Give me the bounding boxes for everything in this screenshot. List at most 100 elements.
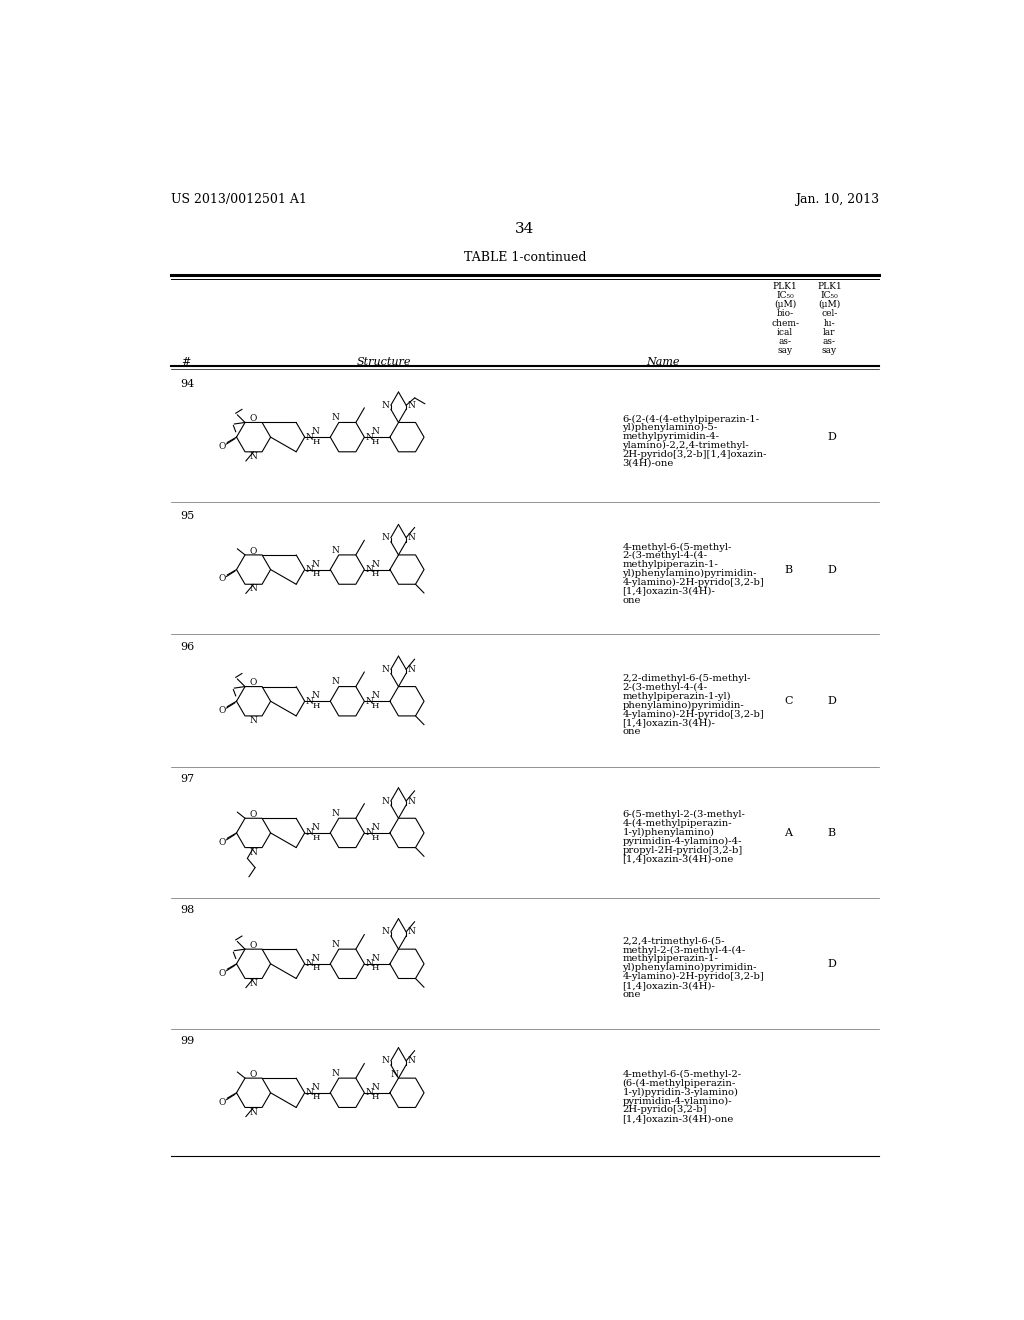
Text: yl)phenylamino)pyrimidin-: yl)phenylamino)pyrimidin- bbox=[623, 964, 757, 973]
Text: PLK1: PLK1 bbox=[817, 281, 842, 290]
Text: N: N bbox=[312, 824, 319, 832]
Text: [1,4]oxazin-3(4H)-: [1,4]oxazin-3(4H)- bbox=[623, 586, 716, 595]
Text: IC₅₀: IC₅₀ bbox=[820, 290, 839, 300]
Text: O: O bbox=[250, 678, 257, 688]
Text: US 2013/0012501 A1: US 2013/0012501 A1 bbox=[171, 193, 306, 206]
Text: as-: as- bbox=[778, 337, 792, 346]
Text: D: D bbox=[827, 696, 837, 706]
Text: say: say bbox=[822, 346, 837, 355]
Text: 2H-pyrido[3,2-b][1,4]oxazin-: 2H-pyrido[3,2-b][1,4]oxazin- bbox=[623, 450, 767, 459]
Text: N: N bbox=[408, 533, 416, 543]
Text: H: H bbox=[312, 833, 319, 842]
Text: N: N bbox=[372, 1082, 380, 1092]
Text: 99: 99 bbox=[180, 1036, 195, 1047]
Text: 4-methyl-6-(5-methyl-: 4-methyl-6-(5-methyl- bbox=[623, 543, 732, 552]
Text: ical: ical bbox=[777, 327, 794, 337]
Text: 4-ylamino)-2H-pyrido[3,2-b]: 4-ylamino)-2H-pyrido[3,2-b] bbox=[623, 578, 764, 587]
Text: Jan. 10, 2013: Jan. 10, 2013 bbox=[795, 193, 879, 206]
Text: 2H-pyrido[3,2-b]: 2H-pyrido[3,2-b] bbox=[623, 1106, 707, 1114]
Text: H: H bbox=[312, 702, 319, 710]
Text: 96: 96 bbox=[180, 642, 195, 652]
Text: O: O bbox=[250, 941, 257, 950]
Text: ylamino)-2,2,4-trimethyl-: ylamino)-2,2,4-trimethyl- bbox=[623, 441, 750, 450]
Text: 3(4H)-one: 3(4H)-one bbox=[623, 459, 674, 467]
Text: C: C bbox=[784, 696, 793, 706]
Text: yl)phenylamino)pyrimidin-: yl)phenylamino)pyrimidin- bbox=[623, 569, 757, 578]
Text: pyrimidin-4-ylamino)-4-: pyrimidin-4-ylamino)-4- bbox=[623, 837, 742, 846]
Text: 97: 97 bbox=[180, 775, 195, 784]
Text: 6-(5-methyl-2-(3-methyl-: 6-(5-methyl-2-(3-methyl- bbox=[623, 810, 745, 820]
Text: 4-(4-methylpiperazin-: 4-(4-methylpiperazin- bbox=[623, 818, 732, 828]
Text: O: O bbox=[218, 838, 225, 846]
Text: O: O bbox=[218, 706, 225, 715]
Text: N: N bbox=[372, 560, 380, 569]
Text: phenylamino)pyrimidin-: phenylamino)pyrimidin- bbox=[623, 701, 744, 710]
Text: lar: lar bbox=[823, 327, 836, 337]
Text: N: N bbox=[366, 433, 373, 442]
Text: H: H bbox=[312, 965, 319, 973]
Text: chem-: chem- bbox=[771, 318, 799, 327]
Text: N: N bbox=[305, 1088, 313, 1097]
Text: H: H bbox=[372, 1093, 379, 1101]
Text: 2,2-dimethyl-6-(5-methyl-: 2,2-dimethyl-6-(5-methyl- bbox=[623, 675, 751, 684]
Text: N: N bbox=[305, 433, 313, 442]
Text: H: H bbox=[372, 570, 379, 578]
Text: lu-: lu- bbox=[823, 318, 836, 327]
Text: D: D bbox=[827, 958, 837, 969]
Text: 34: 34 bbox=[515, 222, 535, 235]
Text: H: H bbox=[372, 965, 379, 973]
Text: H: H bbox=[372, 702, 379, 710]
Text: [1,4]oxazin-3(4H)-one: [1,4]oxazin-3(4H)-one bbox=[623, 854, 734, 863]
Text: N: N bbox=[372, 692, 380, 701]
Text: (μM): (μM) bbox=[774, 300, 797, 309]
Text: O: O bbox=[250, 1069, 257, 1078]
Text: methylpiperazin-1-: methylpiperazin-1- bbox=[623, 560, 718, 569]
Text: one: one bbox=[623, 595, 641, 605]
Text: 95: 95 bbox=[180, 511, 195, 521]
Text: N: N bbox=[312, 692, 319, 701]
Text: N: N bbox=[250, 451, 257, 461]
Text: N: N bbox=[305, 697, 313, 706]
Text: methyl-2-(3-methyl-4-(4-: methyl-2-(3-methyl-4-(4- bbox=[623, 945, 745, 954]
Text: one: one bbox=[623, 727, 641, 737]
Text: PLK1: PLK1 bbox=[773, 281, 798, 290]
Text: N: N bbox=[312, 428, 319, 436]
Text: N: N bbox=[332, 413, 340, 422]
Text: N: N bbox=[312, 1082, 319, 1092]
Text: N: N bbox=[305, 960, 313, 969]
Text: (6-(4-methylpiperazin-: (6-(4-methylpiperazin- bbox=[623, 1078, 735, 1088]
Text: N: N bbox=[366, 697, 373, 706]
Text: N: N bbox=[250, 715, 257, 725]
Text: (μM): (μM) bbox=[818, 300, 841, 309]
Text: 6-(2-(4-(4-ethylpiperazin-1-: 6-(2-(4-(4-ethylpiperazin-1- bbox=[623, 414, 760, 424]
Text: 98: 98 bbox=[180, 906, 195, 915]
Text: O: O bbox=[218, 969, 225, 978]
Text: N: N bbox=[312, 954, 319, 962]
Text: N: N bbox=[408, 665, 416, 673]
Text: H: H bbox=[372, 438, 379, 446]
Text: #: # bbox=[180, 358, 190, 367]
Text: N: N bbox=[250, 585, 257, 594]
Text: H: H bbox=[372, 833, 379, 842]
Text: N: N bbox=[305, 829, 313, 837]
Text: N: N bbox=[366, 829, 373, 837]
Text: 1-yl)phenylamino): 1-yl)phenylamino) bbox=[623, 828, 715, 837]
Text: 2-(3-methyl-4-(4-: 2-(3-methyl-4-(4- bbox=[623, 552, 708, 561]
Text: D: D bbox=[827, 565, 837, 574]
Text: N: N bbox=[372, 954, 380, 962]
Text: O: O bbox=[218, 1097, 225, 1106]
Text: bio-: bio- bbox=[776, 309, 794, 318]
Text: 4-ylamino)-2H-pyrido[3,2-b]: 4-ylamino)-2H-pyrido[3,2-b] bbox=[623, 710, 764, 718]
Text: N: N bbox=[305, 565, 313, 574]
Text: N: N bbox=[332, 677, 340, 686]
Text: O: O bbox=[218, 574, 225, 583]
Text: H: H bbox=[312, 1093, 319, 1101]
Text: pyrimidin-4-ylamino)-: pyrimidin-4-ylamino)- bbox=[623, 1097, 732, 1106]
Text: O: O bbox=[250, 414, 257, 424]
Text: N: N bbox=[372, 428, 380, 436]
Text: N: N bbox=[332, 1069, 340, 1078]
Text: say: say bbox=[777, 346, 793, 355]
Text: 2,2,4-trimethyl-6-(5-: 2,2,4-trimethyl-6-(5- bbox=[623, 937, 725, 946]
Text: 4-methyl-6-(5-methyl-2-: 4-methyl-6-(5-methyl-2- bbox=[623, 1071, 741, 1080]
Text: propyl-2H-pyrido[3,2-b]: propyl-2H-pyrido[3,2-b] bbox=[623, 846, 742, 854]
